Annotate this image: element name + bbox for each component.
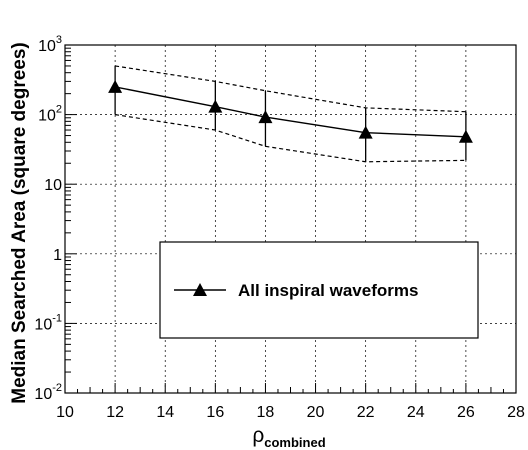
y-tick-label: 1 — [53, 247, 62, 264]
y-tick-label: 103 — [38, 34, 62, 55]
x-axis-title-main: ρ — [252, 424, 264, 447]
legend-box — [159, 241, 479, 339]
x-tick-label: 24 — [407, 404, 425, 421]
y-axis-title: Median Searched Area (square degrees) — [9, 42, 30, 404]
x-tick-label: 20 — [307, 404, 325, 421]
legend: All inspiral waveforms — [159, 241, 479, 339]
y-tick-label: 10-2 — [34, 382, 62, 403]
y-tick-label: 102 — [38, 104, 62, 125]
data-point-triangle — [358, 125, 373, 139]
x-tick-label: 10 — [56, 404, 74, 421]
data-series — [108, 65, 473, 162]
error-band — [115, 65, 466, 163]
legend-label: All inspiral waveforms — [238, 281, 418, 300]
data-point-triangle — [108, 79, 123, 93]
x-axis-title-sub: combined — [264, 435, 325, 450]
series-line — [114, 86, 466, 138]
data-point-triangle — [458, 129, 473, 143]
x-tick-label: 28 — [507, 404, 525, 421]
data-point-triangle — [208, 99, 223, 113]
upper-bound-line — [115, 65, 466, 113]
x-tick-label: 26 — [457, 404, 475, 421]
y-tick-label: 10 — [44, 177, 62, 194]
legend-triangle-marker — [193, 283, 207, 296]
x-axis-title: ρcombined — [252, 424, 325, 450]
x-tick-label: 12 — [106, 404, 124, 421]
grid — [65, 45, 516, 393]
x-tick-label: 16 — [206, 404, 224, 421]
x-tick-label: 14 — [156, 404, 174, 421]
axis-ticks: 10 12 14 16 18 20 22 24 26 28 10-2 10-1 1 10 102 103 — [34, 34, 525, 421]
plot-frame — [64, 44, 517, 394]
plot-border — [64, 44, 517, 394]
x-tick-label: 22 — [357, 404, 375, 421]
data-point-triangle — [258, 110, 273, 124]
x-tick-label: 18 — [257, 404, 275, 421]
y-tick-label: 10-1 — [34, 312, 62, 333]
